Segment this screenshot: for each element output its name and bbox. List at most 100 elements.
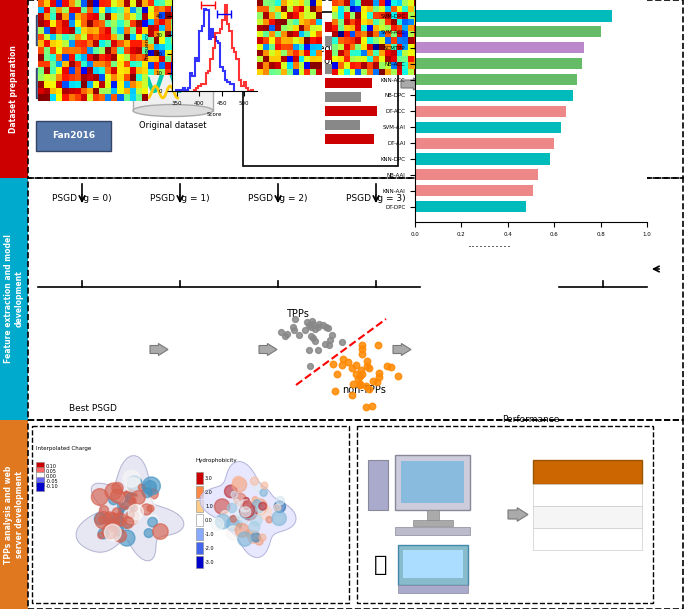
Bar: [415, 58, 582, 69]
Circle shape: [276, 496, 284, 505]
Bar: [401, 461, 464, 503]
Point: [293, 330, 304, 340]
Circle shape: [112, 508, 121, 516]
Point: [336, 361, 347, 370]
Text: Independent
test set: Independent test set: [438, 115, 498, 135]
Circle shape: [108, 520, 119, 532]
Bar: [36, 472, 44, 481]
Point: [310, 324, 321, 334]
Text: 553: 553: [618, 513, 634, 521]
Circle shape: [258, 508, 264, 514]
Text: 3.0: 3.0: [205, 476, 213, 481]
Bar: [415, 10, 612, 21]
Circle shape: [123, 470, 140, 487]
Circle shape: [266, 516, 273, 523]
Text: -0.10: -0.10: [46, 484, 59, 489]
Circle shape: [128, 504, 143, 519]
Ellipse shape: [133, 105, 213, 116]
Point: [372, 340, 383, 350]
Circle shape: [147, 505, 154, 512]
Point: [279, 331, 290, 341]
Bar: [325, 78, 372, 88]
Point: [319, 339, 330, 349]
Point: [351, 361, 362, 370]
Bar: [196, 542, 203, 554]
Point: [373, 368, 384, 378]
Circle shape: [148, 515, 158, 526]
Point: [288, 322, 299, 332]
Point: [318, 320, 329, 330]
Bar: [403, 550, 463, 578]
Text: Query proteins: Query proteins: [541, 468, 612, 476]
Text: TPPs: TPPs: [286, 309, 309, 319]
Bar: [0, 420, 28, 609]
Circle shape: [124, 507, 140, 524]
Bar: [428, 111, 508, 139]
Circle shape: [240, 507, 251, 517]
Circle shape: [243, 507, 253, 516]
Point: [327, 330, 338, 340]
Circle shape: [232, 477, 247, 492]
Circle shape: [226, 526, 240, 540]
Point: [310, 336, 321, 346]
Circle shape: [258, 505, 272, 519]
Point: [356, 365, 366, 375]
Circle shape: [91, 488, 108, 505]
Circle shape: [259, 534, 266, 541]
Circle shape: [116, 495, 124, 502]
Point: [362, 362, 373, 371]
Circle shape: [274, 504, 281, 511]
Bar: [325, 92, 361, 102]
Text: PSGD (g = 9): PSGD (g = 9): [573, 194, 633, 203]
Circle shape: [123, 502, 138, 517]
Circle shape: [242, 504, 256, 517]
Circle shape: [251, 499, 267, 515]
Text: Sample2: Sample2: [541, 513, 577, 521]
Text: Dataset preparation: Dataset preparation: [10, 45, 18, 133]
Circle shape: [253, 500, 261, 508]
Circle shape: [153, 524, 168, 540]
Point: [354, 371, 365, 381]
Bar: [368, 460, 388, 510]
Bar: [0, 0, 28, 178]
Point: [382, 361, 393, 371]
Point: [338, 354, 349, 364]
Bar: [533, 528, 642, 550]
Point: [357, 370, 368, 379]
Polygon shape: [76, 456, 184, 561]
Circle shape: [230, 515, 236, 522]
Point: [355, 379, 366, 389]
Point: [308, 333, 319, 342]
Text: 452: 452: [619, 490, 634, 499]
Bar: [415, 169, 538, 180]
Circle shape: [225, 485, 237, 498]
Point: [363, 384, 374, 394]
Circle shape: [116, 512, 134, 529]
Text: Hydrophobicity: Hydrophobicity: [196, 458, 238, 463]
Text: -3.0: -3.0: [205, 560, 214, 565]
Point: [371, 377, 382, 387]
Circle shape: [249, 522, 260, 533]
Point: [337, 337, 348, 347]
Text: Lin2011: Lin2011: [53, 79, 94, 88]
Bar: [415, 138, 554, 149]
Circle shape: [108, 515, 121, 529]
Circle shape: [251, 515, 262, 526]
Circle shape: [105, 483, 122, 500]
Text: PSGD (g = 3): PSGD (g = 3): [346, 194, 406, 203]
Text: 0.0: 0.0: [205, 518, 213, 523]
Point: [329, 387, 340, 396]
Text: 🔑: 🔑: [374, 555, 388, 575]
Circle shape: [142, 488, 152, 498]
Point: [360, 402, 371, 412]
Text: 2.0: 2.0: [205, 490, 213, 495]
Point: [290, 314, 301, 324]
Bar: [196, 500, 203, 512]
FancyArrow shape: [216, 78, 238, 90]
Bar: [415, 201, 526, 212]
Bar: [36, 482, 44, 491]
Point: [307, 316, 318, 326]
Circle shape: [275, 517, 281, 522]
Point: [323, 340, 334, 350]
Bar: [415, 26, 601, 37]
